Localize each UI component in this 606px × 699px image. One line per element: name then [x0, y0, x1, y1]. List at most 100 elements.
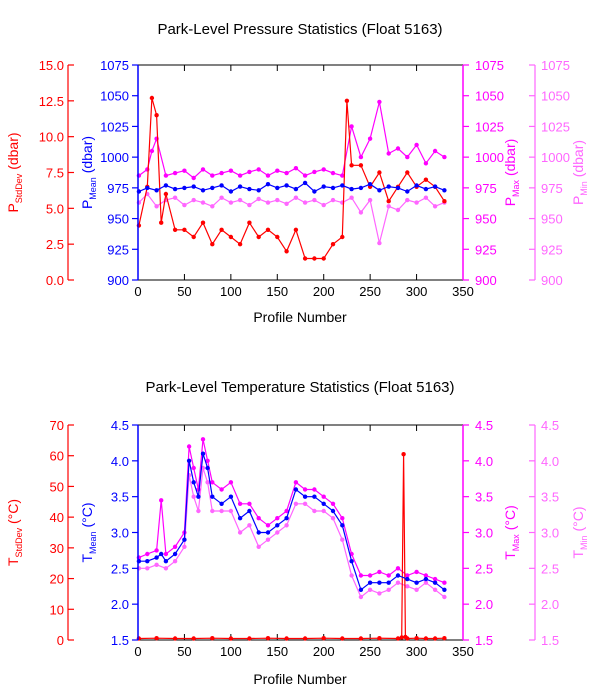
pressure-series-max-point: [210, 173, 215, 178]
temperature-chart-title: Park-Level Temperature Statistics (Float…: [145, 379, 454, 396]
temperature-series-mean-point: [196, 494, 201, 499]
temperature-series-max-point: [293, 480, 299, 485]
temperature-series-min-point: [358, 594, 364, 600]
temperature-series-stddev-point: [321, 636, 326, 641]
pressure-series-max-point: [172, 170, 178, 176]
pressure-series-max-point: [330, 170, 336, 176]
pressure-mean-tick-label: 950: [107, 212, 129, 227]
pressure-series-min-point: [237, 197, 243, 203]
temperature-min-tick-label: 1.5: [541, 633, 559, 648]
pressure-chart-title: Park-Level Pressure Statistics (Float 51…: [157, 21, 442, 38]
temperature-series-mean-point: [172, 551, 178, 557]
temperature-max-axis-title-unit: (°C): [502, 505, 518, 534]
temperature-series-max-point: [395, 566, 401, 571]
temperature-series-mean-point: [205, 465, 210, 471]
temperature-series-stddev-point: [432, 636, 438, 641]
temperature-series-min-point: [414, 587, 419, 592]
pressure-series-mean-point: [256, 188, 261, 193]
pressure-series-max-point: [182, 168, 187, 173]
temperature-series-stddev-point: [154, 636, 159, 641]
pressure-series-max-point: [200, 167, 206, 172]
temperature-series-mean-point: [163, 559, 169, 564]
temperature-series-min-point: [312, 508, 317, 514]
temperature-mean-axis-title-unit: (°C): [79, 502, 95, 531]
pressure-min-tick-label: 1075: [541, 58, 570, 73]
temperature-series-max-point: [442, 580, 447, 585]
temperature-series-max-point: [154, 548, 159, 553]
temperature-stddev-tick-label: 10: [50, 602, 64, 617]
temperature-stddev-tick-label: 0: [57, 633, 64, 648]
pressure-min-tick-label: 900: [541, 273, 563, 288]
pressure-series-max-point: [228, 168, 234, 173]
temperature-series-max-point: [432, 576, 438, 582]
temperature-series-max-point: [321, 494, 326, 499]
pressure-series-max-point: [358, 154, 364, 160]
temperature-x-tick-label: 350: [452, 644, 474, 659]
pressure-x-axis-label: Profile Number: [253, 309, 347, 325]
pressure-series-mean-point: [200, 188, 206, 193]
temperature-series-max-point: [386, 573, 391, 578]
temperature-series-max-point: [191, 465, 196, 471]
pressure-x-tick-label: 200: [313, 284, 335, 299]
pressure-series-mean-point: [247, 186, 252, 192]
temperature-max-axis-title-main: T: [502, 551, 518, 560]
temperature-series-mean-point: [182, 537, 187, 542]
pressure-stddev-axis-title: PStdDev (dbar): [5, 132, 24, 212]
pressure-series-min-point: [284, 201, 289, 206]
temperature-series-max-point: [186, 444, 192, 449]
pressure-series-stddev-point: [358, 163, 364, 168]
temperature-series-max-point: [200, 437, 206, 442]
temperature-series-mean-point: [145, 559, 150, 564]
pressure-series-min-point: [182, 202, 187, 208]
pressure-series-stddev-point: [163, 191, 169, 197]
temperature-max-tick-label: 2.0: [475, 597, 493, 612]
pressure-series-max-point: [302, 173, 308, 178]
pressure-mean-tick-label: 1000: [100, 150, 129, 165]
temperature-series-mean-point: [405, 576, 410, 582]
temperature-series-stddev-point: [228, 636, 234, 641]
temperature-series-min-point: [275, 530, 280, 535]
pressure-mean-tick-label: 1050: [100, 89, 129, 104]
temperature-min-tick-label: 2.0: [541, 597, 559, 612]
pressure-series-stddev-point: [442, 199, 447, 204]
pressure-series-stddev-point: [210, 242, 215, 247]
pressure-series-min-point: [349, 195, 354, 200]
pressure-series-max-point: [275, 168, 280, 173]
pressure-series-mean-point: [275, 185, 280, 191]
temperature-plot-frame: [137, 424, 464, 641]
temperature-series-max-point: [237, 501, 243, 506]
pressure-series-stddev-point: [284, 249, 289, 254]
temperature-series-mean-point: [423, 576, 429, 582]
temperature-series-max-point: [414, 569, 419, 575]
pressure-x-tick-label: 50: [177, 284, 191, 299]
pressure-series-stddev-point: [247, 220, 252, 225]
temperature-series-max-point: [405, 573, 410, 578]
pressure-series-max-point: [293, 166, 299, 171]
temperature-x-tick-label: 0: [134, 644, 141, 659]
pressure-mean-tick-label: 925: [107, 242, 129, 257]
pressure-panel: Park-Level Pressure Statistics (Float 51…: [5, 21, 589, 325]
pressure-series-mean-point: [358, 185, 364, 191]
pressure-series-max-point: [256, 167, 261, 172]
pressure-stddev-tick-label: 5.0: [46, 201, 64, 216]
pressure-series-stddev-point: [293, 227, 299, 232]
pressure-series-min-point: [367, 197, 373, 203]
temperature-series-stddev-point: [414, 636, 419, 641]
temperature-series-max-point: [377, 569, 382, 575]
temperature-min-tick-label: 4.5: [541, 418, 559, 433]
temperature-series-min-point: [442, 594, 447, 600]
pressure-series-mean-point: [228, 189, 234, 194]
pressure-series-stddev-point: [172, 227, 178, 232]
pressure-series-stddev-point: [191, 234, 196, 240]
temperature-series-max-point: [340, 516, 345, 521]
temperature-min-axis-title: TMin (°C): [570, 506, 589, 558]
pressure-min-tick-label: 950: [541, 212, 563, 227]
temperature-series-stddev-point: [172, 636, 178, 641]
temperature-stddev-tick-label: 40: [50, 510, 64, 525]
temperature-max-axis-title: TMax (°C): [502, 505, 521, 560]
temperature-series-min-point: [210, 508, 215, 514]
temperature-min-tick-label: 4.0: [541, 454, 559, 469]
temperature-series-max-point: [275, 516, 280, 521]
temperature-series-min-point: [182, 544, 187, 549]
